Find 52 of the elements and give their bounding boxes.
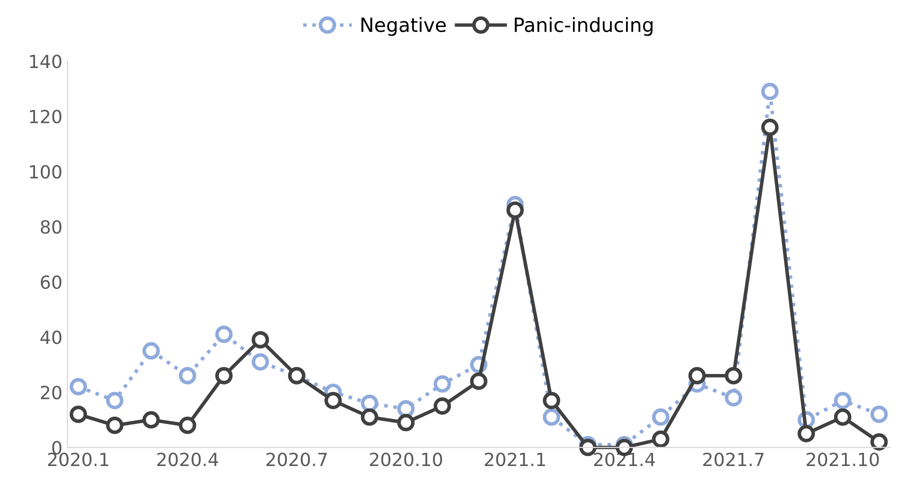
x-tick-label: 2020.7 xyxy=(266,452,327,466)
y-tick-label: 140 xyxy=(30,54,62,68)
point xyxy=(252,331,270,348)
point xyxy=(434,397,451,415)
point xyxy=(761,118,779,136)
point xyxy=(870,406,888,423)
point xyxy=(542,408,560,426)
point xyxy=(142,411,160,429)
point xyxy=(70,406,88,423)
legend-label: Negative xyxy=(361,17,446,36)
point xyxy=(724,367,742,384)
x-tick-label: 2021.7 xyxy=(703,452,764,466)
y-tick-label: 40 xyxy=(40,330,62,344)
point xyxy=(178,367,196,384)
point xyxy=(142,342,160,360)
legend-label: Panic-inducing xyxy=(514,17,653,36)
y-tick-label: 80 xyxy=(40,220,62,234)
point xyxy=(834,408,852,426)
point xyxy=(506,201,524,219)
point xyxy=(434,375,451,393)
point xyxy=(652,408,670,426)
point xyxy=(397,400,415,418)
point xyxy=(542,392,560,410)
point xyxy=(470,372,488,390)
point xyxy=(798,424,815,442)
point xyxy=(324,392,342,410)
y-tick-label: 0 xyxy=(52,440,62,455)
point xyxy=(724,389,742,406)
x-tick-label: 2020.1 xyxy=(48,452,108,466)
x-tick-label: 2021.10 xyxy=(806,452,879,466)
x-tick-label: 2021.1 xyxy=(484,452,546,466)
y-tick-label: 100 xyxy=(30,164,62,179)
point xyxy=(360,394,378,412)
point xyxy=(834,392,852,410)
x-tick-label: 2020.10 xyxy=(370,452,442,466)
point xyxy=(688,367,706,384)
y-tick-label: 120 xyxy=(30,110,62,124)
point xyxy=(360,408,378,426)
point xyxy=(761,82,779,100)
y-tick-label: 20 xyxy=(40,386,62,400)
y-tick-label: 60 xyxy=(40,275,62,289)
x-tick-label: 2020.4 xyxy=(157,452,218,466)
point xyxy=(397,414,415,432)
point xyxy=(870,433,888,451)
point xyxy=(106,392,124,410)
point xyxy=(215,367,233,384)
point xyxy=(215,326,233,343)
point xyxy=(252,353,270,371)
point xyxy=(178,416,196,434)
point xyxy=(106,416,124,434)
point xyxy=(652,430,670,448)
point xyxy=(70,378,88,396)
